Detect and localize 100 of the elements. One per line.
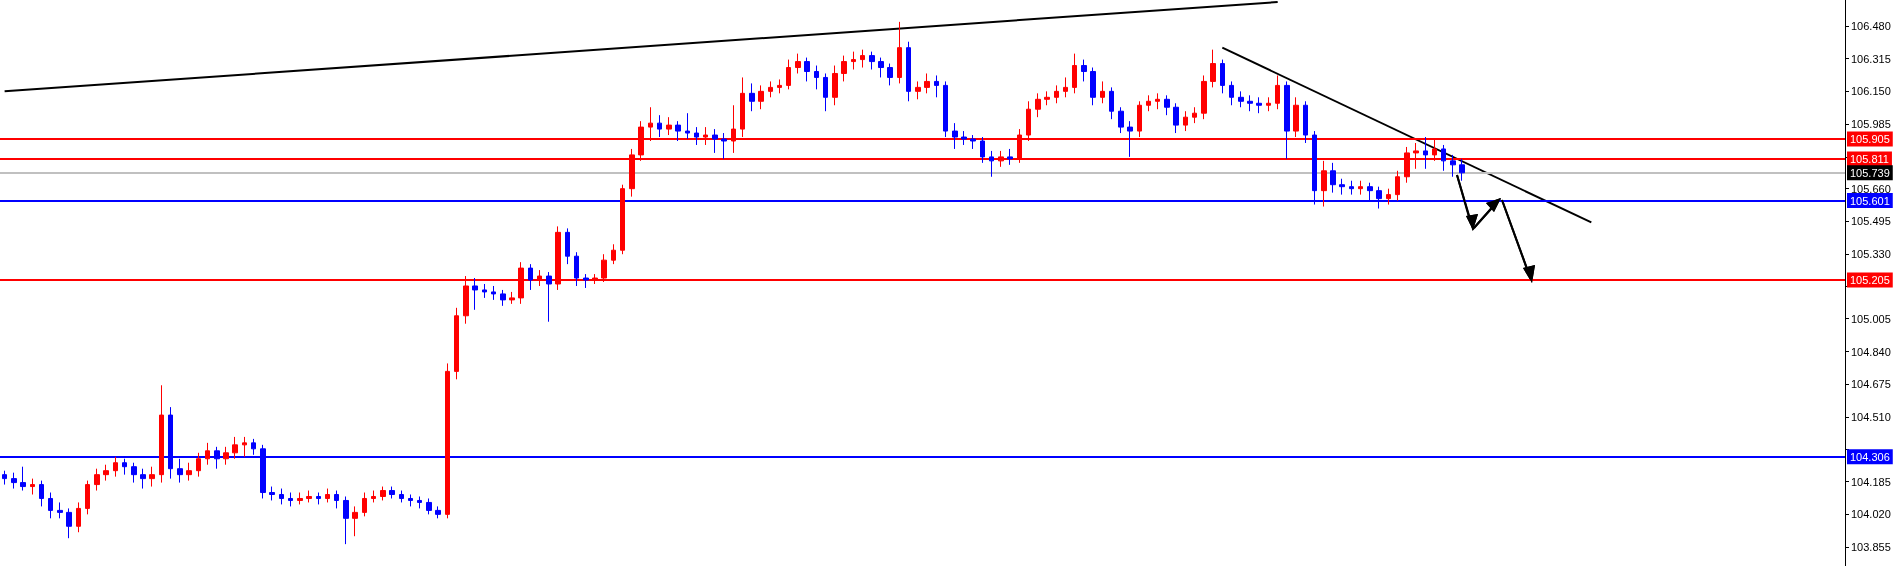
candlestick	[1247, 94, 1253, 112]
y-tick-label: 106.150	[1851, 85, 1891, 98]
candlestick	[334, 490, 339, 509]
candlestick	[426, 497, 432, 515]
ref-line-label: 105.601	[1850, 194, 1890, 207]
y-tick-label: 105.330	[1851, 248, 1891, 261]
candlestick	[371, 490, 376, 503]
candlestick	[454, 307, 459, 380]
candlestick	[768, 80, 773, 98]
y-tick-label: 104.020	[1851, 508, 1891, 521]
candlestick	[777, 78, 782, 94]
candlestick	[279, 488, 284, 505]
candlestick	[1358, 180, 1363, 196]
candlestick	[500, 289, 506, 307]
candlestick	[1127, 120, 1133, 158]
y-tick-label: 104.675	[1851, 378, 1891, 391]
ref-line-label: 105.205	[1850, 274, 1890, 287]
candlestick	[795, 53, 801, 74]
candlestick	[316, 492, 321, 505]
candlestick	[1054, 84, 1059, 104]
candlestick	[20, 466, 26, 492]
candlestick	[1441, 144, 1446, 172]
candlestick	[804, 57, 810, 82]
candlestick	[1238, 90, 1244, 108]
candlestick	[657, 114, 662, 138]
ref-line-label: 105.905	[1850, 133, 1890, 146]
candlestick	[1044, 90, 1050, 106]
y-tick-label: 105.660	[1851, 182, 1891, 195]
y-tick-label: 104.840	[1851, 345, 1891, 358]
candlestick	[232, 436, 238, 460]
candlestick	[1450, 154, 1456, 178]
candlestick	[131, 462, 137, 484]
candlestick	[509, 291, 515, 305]
candlestick	[620, 184, 625, 255]
candlestick	[1173, 102, 1179, 134]
candlestick	[482, 283, 487, 299]
candlestick	[685, 112, 690, 140]
candlestick	[1146, 94, 1151, 112]
candlestick	[712, 128, 718, 154]
candlestick	[851, 51, 856, 71]
candlestick	[1164, 94, 1170, 116]
candlestick	[528, 263, 533, 291]
candlestick	[1210, 49, 1216, 88]
candlestick	[269, 486, 275, 501]
candlestick	[1118, 106, 1124, 134]
candlestick	[389, 486, 395, 499]
candlestick	[1395, 170, 1400, 202]
candlestick	[1386, 188, 1391, 206]
candlestick	[205, 442, 210, 466]
candlestick	[1192, 106, 1197, 124]
candlestick	[149, 466, 155, 488]
candlestick	[574, 251, 579, 287]
candlestick	[749, 82, 755, 112]
candlestick	[491, 285, 496, 301]
candlestick	[897, 21, 902, 84]
candlestick	[343, 495, 349, 545]
candlestick	[961, 130, 967, 146]
candlestick	[417, 495, 422, 509]
candlestick	[30, 478, 35, 496]
candlestick	[546, 271, 552, 323]
candlestick	[288, 492, 293, 507]
candlestick	[472, 277, 478, 311]
candlestick	[1183, 110, 1188, 132]
candlestick	[823, 72, 828, 112]
candlestick	[1007, 148, 1013, 166]
candlestick	[666, 116, 672, 136]
candlestick	[943, 80, 948, 138]
candlestick	[1090, 67, 1096, 106]
candlestick	[721, 132, 727, 160]
candlestick	[1303, 100, 1308, 144]
candlestick	[841, 55, 847, 82]
candlestick	[952, 122, 958, 150]
candlestick	[887, 63, 893, 86]
candlestick	[113, 456, 118, 478]
candlestick	[1220, 59, 1225, 94]
candlestick	[325, 488, 330, 503]
ref-line-label: 105.811	[1850, 152, 1889, 165]
y-tick-label: 105.495	[1851, 215, 1891, 228]
candlestick	[1155, 92, 1160, 110]
candlestick	[1256, 96, 1262, 114]
candlestick	[1072, 53, 1077, 94]
candlestick	[159, 384, 164, 484]
candlestick	[583, 273, 589, 289]
ref-line-label: 105.739	[1850, 166, 1890, 179]
candlestick	[869, 51, 875, 71]
candlestick	[915, 80, 921, 100]
y-tick-label: 104.510	[1851, 411, 1891, 424]
candlestick	[814, 65, 819, 90]
candlestick	[970, 134, 976, 150]
candlestick	[1266, 96, 1271, 112]
candlestick	[980, 136, 985, 164]
candlestick	[1349, 180, 1354, 196]
candlestick	[611, 243, 616, 265]
candlestick	[445, 362, 450, 519]
candlestick	[297, 492, 303, 505]
candlestick	[66, 507, 72, 539]
candlestick	[352, 505, 358, 537]
candlestick	[380, 486, 386, 501]
candlestick	[1284, 80, 1290, 160]
candlestick	[758, 84, 764, 110]
